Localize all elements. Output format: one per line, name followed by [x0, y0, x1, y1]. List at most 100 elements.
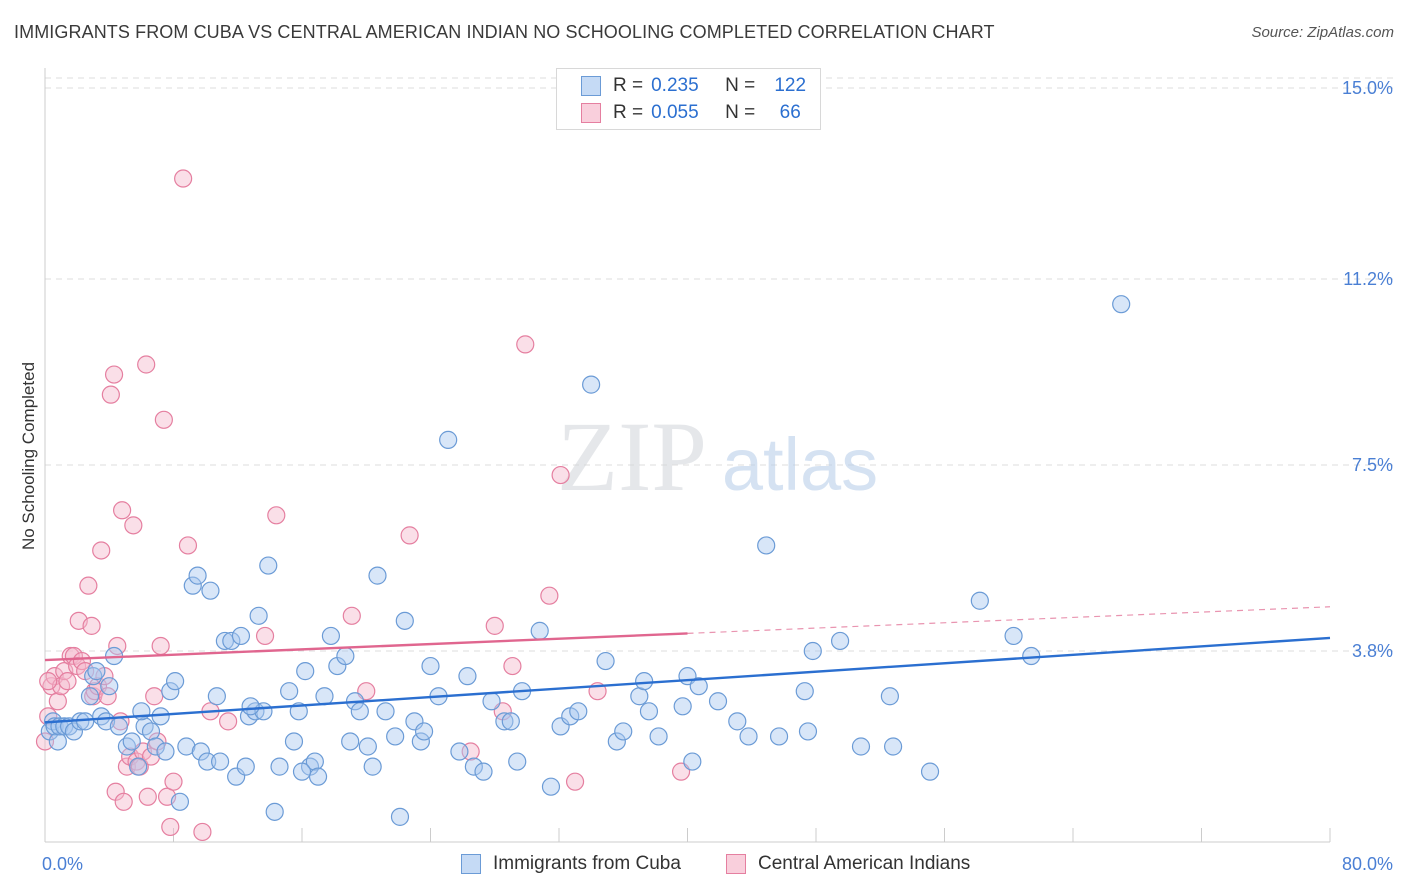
data-point — [48, 692, 67, 711]
data-point — [795, 682, 814, 701]
data-point — [635, 672, 654, 691]
data-point — [342, 606, 361, 625]
bottom-legend-label-cai: Central American Indians — [758, 853, 971, 874]
data-point — [649, 727, 668, 746]
data-point — [122, 732, 141, 751]
data-point — [198, 752, 217, 771]
data-point — [156, 742, 175, 761]
legend-swatch-blue — [581, 76, 601, 96]
data-point — [639, 702, 659, 721]
data-point — [315, 687, 334, 706]
data-point — [76, 712, 95, 731]
data-point — [249, 606, 268, 625]
series-central-american-indians — [35, 169, 691, 842]
data-point — [321, 626, 341, 646]
data-point — [395, 611, 414, 630]
data-point — [880, 687, 899, 706]
data-point — [582, 375, 601, 394]
data-point — [222, 631, 241, 651]
data-point — [104, 365, 124, 384]
bottom-legend-swatch-blue — [461, 854, 481, 874]
y-tick-label: 3.8% — [1352, 641, 1393, 661]
data-point — [376, 702, 395, 721]
data-point — [798, 722, 818, 741]
data-point — [72, 651, 92, 671]
data-point — [145, 687, 164, 706]
legend-row-cuba: R = 0.235 N = 122 — [581, 74, 815, 98]
data-point — [92, 541, 111, 560]
legend-n-label: N = — [725, 102, 756, 123]
data-point — [183, 576, 202, 595]
data-point — [308, 767, 328, 786]
legend-r-value: 0.235 — [651, 75, 699, 96]
data-point — [439, 430, 458, 449]
data-point — [296, 662, 315, 681]
legend-r-label: R = — [613, 75, 644, 96]
data-point — [569, 702, 588, 721]
data-point — [516, 335, 535, 354]
data-point — [108, 636, 127, 656]
data-point — [614, 722, 633, 741]
data-point — [596, 651, 615, 671]
data-point — [166, 672, 185, 691]
data-point — [201, 581, 220, 600]
bottom-legend-cuba: Immigrants from Cuba — [461, 852, 681, 876]
legend-r-value: 0.055 — [651, 102, 699, 123]
data-point — [207, 687, 226, 706]
data-point — [79, 576, 98, 595]
data-point — [92, 707, 111, 726]
data-point — [58, 672, 77, 691]
data-point — [530, 621, 549, 640]
data-point — [485, 616, 504, 635]
data-point — [255, 626, 275, 646]
legend-swatch-pink — [581, 103, 601, 123]
data-point — [551, 465, 570, 485]
data-point — [728, 712, 747, 731]
watermark-zip: ZIP — [557, 401, 707, 512]
data-point — [164, 772, 183, 791]
data-point — [191, 742, 210, 761]
data-point — [284, 732, 304, 751]
data-point — [358, 737, 377, 756]
legend-row-cai: R = 0.055 N = 66 — [581, 101, 815, 125]
data-point — [177, 737, 196, 756]
data-point — [210, 752, 230, 771]
data-point — [154, 410, 173, 429]
data-point — [851, 737, 871, 756]
data-point — [541, 777, 561, 796]
data-point — [101, 385, 120, 404]
data-point — [80, 687, 100, 706]
data-point — [129, 757, 148, 776]
trend-line-blue — [44, 636, 1331, 724]
data-point — [117, 737, 137, 756]
data-point — [400, 526, 419, 545]
data-point — [141, 747, 161, 766]
data-point — [474, 762, 493, 781]
data-point — [495, 712, 514, 731]
data-point — [769, 727, 789, 746]
data-point — [241, 697, 260, 716]
legend-n-value: 66 — [779, 102, 801, 123]
data-point — [390, 807, 410, 826]
data-point — [341, 732, 360, 751]
data-point — [39, 672, 58, 691]
data-point — [683, 752, 702, 771]
correlation-legend: R = 0.235 N = 122 R = 0.055 N = 66 — [556, 68, 821, 130]
data-point — [236, 757, 255, 776]
data-point — [1112, 295, 1131, 314]
data-point — [161, 682, 180, 701]
y-tick-label: 7.5% — [1352, 455, 1393, 475]
data-point — [363, 757, 382, 776]
data-point — [137, 355, 156, 374]
data-point — [146, 737, 165, 756]
data-point — [482, 692, 501, 711]
axis-labels: 3.8% 7.5% 11.2% 15.0% 0.0% 80.0% No Schooling … — [19, 78, 1393, 874]
data-point — [503, 656, 522, 676]
data-point — [170, 792, 190, 811]
data-point — [178, 536, 198, 555]
data-point — [188, 566, 207, 585]
data-point — [87, 662, 106, 681]
chart-title: IMMIGRANTS FROM CUBA VS CENTRAL AMERICAN… — [14, 22, 995, 42]
data-point — [350, 702, 369, 721]
data-point — [174, 169, 193, 188]
